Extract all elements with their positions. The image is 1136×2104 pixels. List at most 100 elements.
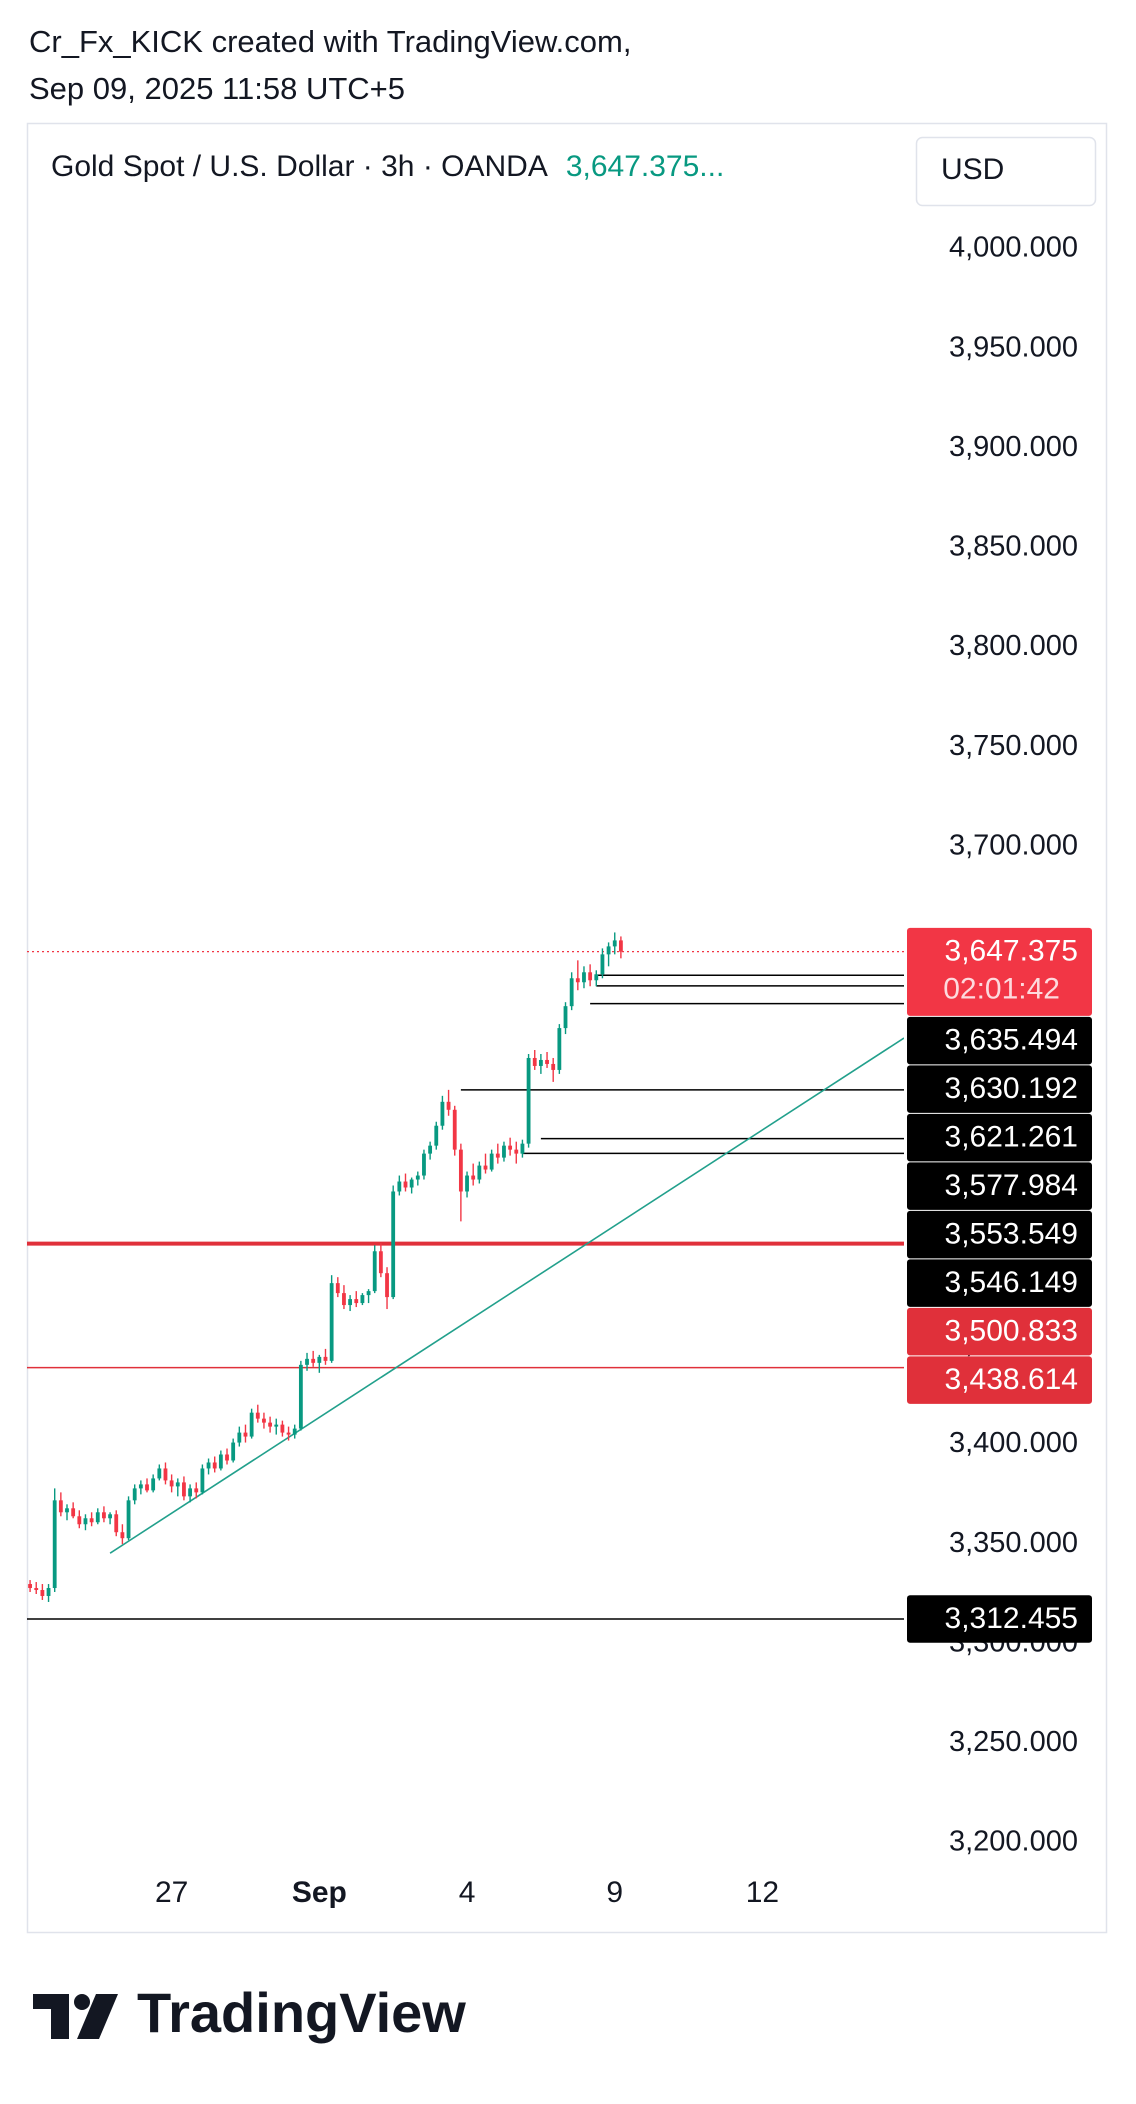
- y-tick-label: 3,400.000: [949, 1427, 1078, 1459]
- y-tick-label: 3,350.000: [949, 1527, 1078, 1559]
- candle-body: [378, 1251, 383, 1274]
- candle-body: [391, 1191, 396, 1298]
- price-tag-label: 3,500.833: [945, 1315, 1078, 1348]
- price-tag: [907, 1595, 1092, 1643]
- candle-body: [342, 1293, 346, 1306]
- candle-body: [563, 1006, 568, 1029]
- candle-body: [145, 1484, 149, 1491]
- candle-body: [415, 1175, 420, 1180]
- y-tick-label: 3,950.000: [949, 331, 1078, 363]
- candle-body: [46, 1588, 51, 1596]
- candle-body: [95, 1512, 100, 1523]
- candle-body: [274, 1424, 279, 1427]
- candle-body: [545, 1059, 549, 1064]
- candle-body: [157, 1468, 162, 1479]
- time-axis: 27 Sep 4 9 12: [155, 1876, 779, 1909]
- candle-body: [175, 1482, 180, 1487]
- price-tag-label: 3,621.261: [945, 1121, 1078, 1154]
- currency-label[interactable]: USD: [941, 153, 1004, 186]
- price-tag-label: 3,635.494: [945, 1024, 1078, 1057]
- candle-body: [477, 1165, 482, 1180]
- candle-body: [255, 1412, 260, 1419]
- candle-body: [594, 974, 599, 981]
- price-tag: [907, 1065, 1092, 1113]
- y-tick-label: 3,700.000: [949, 829, 1078, 861]
- candle-body: [138, 1484, 143, 1489]
- candle-body: [372, 1251, 377, 1292]
- y-tick-label: 3,900.000: [949, 431, 1078, 463]
- candle-body: [188, 1488, 192, 1497]
- plot-area: [27, 932, 904, 1620]
- candle-body: [243, 1432, 248, 1437]
- candle-body: [360, 1295, 365, 1304]
- candle-body: [317, 1356, 322, 1363]
- price-tag: [907, 927, 1092, 1016]
- candle-body: [557, 1028, 562, 1070]
- candle-body: [508, 1145, 513, 1150]
- price-tag: [907, 1016, 1092, 1065]
- candle-body: [231, 1442, 236, 1461]
- candle-body: [538, 1059, 543, 1066]
- candle-body: [225, 1454, 229, 1461]
- candle-body: [163, 1468, 168, 1481]
- price-tag-label: 3,553.549: [945, 1218, 1078, 1251]
- price-tag: [907, 1210, 1092, 1259]
- candle-body: [237, 1432, 242, 1443]
- y-tick-label: 3,250.000: [949, 1726, 1078, 1758]
- candle-body: [89, 1518, 94, 1523]
- candle-body: [465, 1175, 469, 1192]
- candle-body: [582, 972, 586, 983]
- x-tick-label: 27: [155, 1876, 188, 1909]
- candle-body: [551, 1063, 556, 1070]
- candle-body: [262, 1418, 266, 1423]
- candle-body: [532, 1057, 537, 1066]
- candle-body: [606, 946, 611, 955]
- candle-body: [348, 1299, 353, 1306]
- candle-body: [212, 1462, 217, 1469]
- candle-body: [28, 1584, 32, 1589]
- candle-body: [108, 1514, 112, 1519]
- x-tick-label: 12: [746, 1876, 779, 1909]
- candle-body: [305, 1358, 309, 1365]
- candle-body: [83, 1518, 88, 1525]
- currency-button[interactable]: [915, 136, 1097, 207]
- candle-body: [354, 1299, 359, 1304]
- tradingview-logo: TradingView: [33, 1981, 466, 2044]
- candle-body: [52, 1500, 57, 1589]
- candle-body: [151, 1478, 156, 1491]
- candle-body: [132, 1488, 137, 1501]
- candle-body: [126, 1500, 131, 1539]
- price-tag: [907, 1162, 1092, 1210]
- candle-body: [618, 940, 623, 952]
- candle-body: [206, 1462, 211, 1469]
- price-tag-label: 3,546.149: [945, 1266, 1078, 1299]
- logo-text: TradingView: [137, 1981, 466, 2044]
- candle-body: [58, 1500, 63, 1513]
- legend-price: 3,647.375...: [566, 150, 724, 183]
- price-tags: 3,647.375 02:01:42 3,635.494 3,630.192 3,621…: [907, 927, 1092, 1643]
- price-tag: [907, 1356, 1092, 1404]
- candle-body: [452, 1109, 457, 1150]
- candle-body: [612, 940, 617, 947]
- price-tag: [907, 1307, 1092, 1356]
- candle-body: [102, 1512, 106, 1519]
- price-tag-label: 3,630.192: [945, 1072, 1078, 1105]
- candle-body: [329, 1283, 334, 1361]
- date-line: Sep 09, 2025 11:58 UTC+5: [29, 71, 405, 106]
- candle-body: [194, 1488, 199, 1493]
- logo-shape: [74, 1994, 90, 2010]
- candle-body: [502, 1145, 506, 1158]
- candle-body: [40, 1590, 45, 1596]
- candle-body: [385, 1273, 389, 1298]
- candle-body: [169, 1480, 174, 1487]
- author-line: Cr_Fx_KICK created with TradingView.com,: [29, 24, 631, 59]
- candle-body: [286, 1432, 291, 1435]
- candle-body: [422, 1153, 426, 1176]
- candle-body: [446, 1101, 451, 1110]
- candle-body: [71, 1508, 76, 1517]
- trend-line: [109, 1037, 904, 1554]
- candle-body: [65, 1508, 69, 1513]
- candle-body: [114, 1514, 119, 1533]
- countdown: 02:01:42: [943, 973, 1060, 1006]
- candle-body: [600, 954, 605, 975]
